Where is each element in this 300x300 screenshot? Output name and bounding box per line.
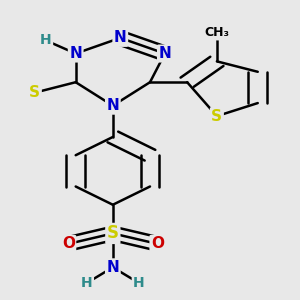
Text: N: N bbox=[69, 46, 82, 61]
Text: N: N bbox=[106, 260, 119, 275]
Text: O: O bbox=[62, 236, 75, 251]
Text: H: H bbox=[40, 34, 52, 47]
Text: N: N bbox=[158, 46, 171, 61]
Text: CH₃: CH₃ bbox=[204, 26, 230, 39]
Text: H: H bbox=[133, 276, 145, 290]
Text: H: H bbox=[81, 276, 93, 290]
Text: O: O bbox=[151, 236, 164, 251]
Text: S: S bbox=[29, 85, 40, 100]
Text: S: S bbox=[107, 224, 119, 242]
Text: N: N bbox=[106, 98, 119, 113]
Text: S: S bbox=[212, 109, 222, 124]
Text: N: N bbox=[114, 30, 127, 45]
